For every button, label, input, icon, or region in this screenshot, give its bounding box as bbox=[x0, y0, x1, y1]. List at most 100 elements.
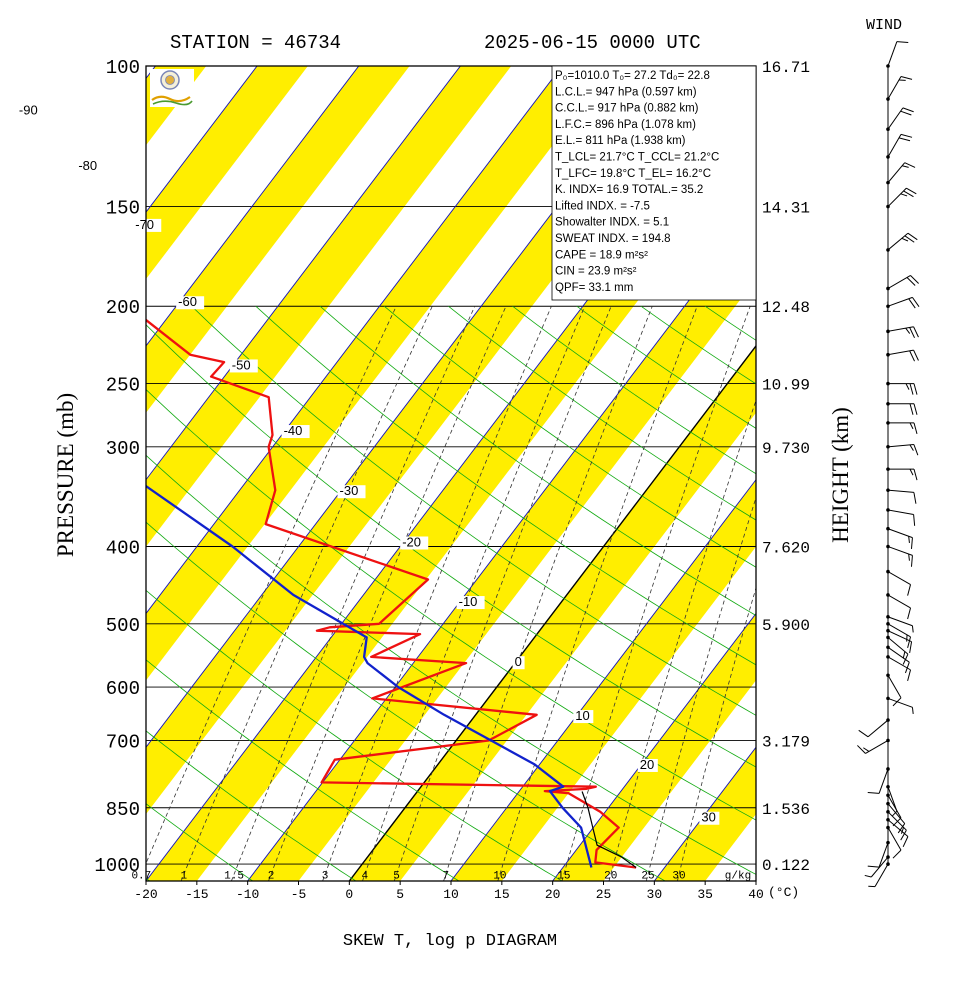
height-tick-label: 1.536 bbox=[762, 801, 810, 819]
wind-barb-feather bbox=[909, 422, 914, 430]
info-line: E.L.= 811 hPa (1.938 km) bbox=[555, 135, 686, 147]
mixing-ratio-label: 1 bbox=[181, 870, 188, 882]
dry-adiabat-line bbox=[898, 306, 960, 881]
wind-level-dot bbox=[886, 127, 890, 131]
wind-barb bbox=[887, 656, 911, 671]
wind-barb-feather bbox=[909, 468, 914, 476]
wind-barb-feather bbox=[913, 326, 919, 338]
mixing-ratio-line bbox=[677, 586, 756, 881]
wind-barb bbox=[887, 349, 914, 356]
wind-level-dot bbox=[886, 488, 890, 492]
wind-level-dot bbox=[886, 696, 890, 701]
mixing-ratio-line bbox=[608, 399, 756, 881]
wind-barb bbox=[887, 811, 907, 831]
mixing-ratio-label: 7 bbox=[442, 870, 449, 882]
dry-adiabat-line bbox=[146, 730, 357, 881]
isotherm-label-bg bbox=[400, 536, 429, 550]
mixing-ratio-unit: g/kg bbox=[725, 870, 751, 882]
wind-level-dot bbox=[886, 381, 890, 386]
wind-barb-feather bbox=[907, 669, 912, 682]
yellow-band bbox=[146, 66, 613, 681]
wind-barb bbox=[887, 232, 909, 251]
wind-barb bbox=[887, 296, 913, 307]
wind-level-dot bbox=[886, 817, 890, 822]
height-tick-label: 5.900 bbox=[762, 617, 810, 635]
mixing-ratio-label: 25 bbox=[641, 870, 654, 882]
wind-barb-feather bbox=[900, 133, 913, 138]
dry-adiabat-layer bbox=[146, 305, 960, 881]
wind-barb-feather bbox=[906, 187, 917, 195]
mixing-ratio-label: 5 bbox=[393, 870, 400, 882]
wind-barb-feather bbox=[907, 232, 918, 241]
wind-level-dot bbox=[886, 64, 890, 68]
height-tick-labels: 16.71 14.31 12.48 10.99 9.730 7.620 5.900 3.179… bbox=[762, 59, 810, 875]
wind-barb-feather bbox=[910, 275, 919, 284]
wind-barb-feather bbox=[913, 349, 919, 361]
temperature-unit: (°C) bbox=[768, 885, 799, 900]
wind-level-dot bbox=[886, 569, 890, 574]
wind-barb-feather bbox=[909, 641, 913, 654]
wind-level-dot bbox=[886, 862, 890, 866]
wind-barb-feather bbox=[867, 865, 880, 868]
isotherm-label: -60 bbox=[178, 294, 197, 309]
dry-adiabat-line bbox=[448, 305, 756, 521]
isotherm-label: -50 bbox=[232, 357, 251, 372]
isotherm-line bbox=[653, 746, 756, 881]
dry-adiabat-line bbox=[319, 305, 756, 616]
sounding-series-layer bbox=[146, 318, 637, 869]
wind-barb bbox=[865, 740, 889, 754]
pressure-tick-label: 250 bbox=[106, 375, 140, 397]
height-tick-label: 10.99 bbox=[762, 377, 810, 395]
dry-adiabat-line bbox=[383, 305, 756, 568]
temperature-tick-label: 5 bbox=[396, 887, 404, 902]
wind-level-dot bbox=[886, 204, 890, 209]
info-line: T_LCL= 21.7°C T_CCL= 21.2°C bbox=[555, 152, 719, 164]
isotherm-line bbox=[146, 66, 360, 347]
isotherm-label: -40 bbox=[284, 423, 303, 438]
wind-barb-feather bbox=[907, 584, 912, 596]
height-tick-label: 12.48 bbox=[762, 299, 810, 317]
temperature-tick-label: 10 bbox=[443, 887, 459, 902]
wind-level-dot bbox=[886, 655, 890, 659]
wind-level-dot bbox=[886, 467, 890, 471]
temperature-tick-label: -20 bbox=[134, 887, 157, 902]
wind-barb bbox=[887, 489, 914, 493]
mixing-ratio-label: 30 bbox=[672, 870, 685, 882]
wind-barb bbox=[874, 863, 889, 887]
mixing-ratio-label: 1.5 bbox=[224, 870, 244, 882]
wind-barb-feather bbox=[898, 137, 911, 142]
wind-level-dot bbox=[886, 593, 890, 597]
wind-level-dot bbox=[886, 622, 890, 626]
wind-barb-feather bbox=[902, 165, 909, 168]
info-line: Lifted INDX. = -7.5 bbox=[555, 200, 650, 212]
info-line: Showalter INDX. = 5.1 bbox=[555, 217, 669, 229]
isotherm-label-bg bbox=[16, 104, 45, 118]
wind-barb-feather bbox=[913, 422, 918, 435]
isotherm-label-bg bbox=[133, 218, 162, 232]
wind-barb bbox=[878, 842, 889, 868]
wind-barb-feather bbox=[900, 76, 913, 80]
wind-level-dot bbox=[886, 825, 890, 830]
height-tick-label: 3.179 bbox=[762, 733, 810, 751]
isotherm-label-bg bbox=[76, 160, 105, 174]
wind-barb-feather bbox=[913, 403, 918, 415]
wind-barb-feather bbox=[897, 823, 906, 834]
wind-barb-feather bbox=[908, 553, 910, 561]
info-line: CAPE = 18.9 m²s² bbox=[555, 249, 648, 261]
wind-level-dot bbox=[886, 793, 890, 798]
wind-barb bbox=[878, 768, 889, 794]
height-tick-label: 9.730 bbox=[762, 440, 810, 458]
pressure-axis-title: PRESSURE (mb) bbox=[53, 393, 78, 557]
isotherm-label-bg bbox=[637, 758, 658, 772]
wind-barb bbox=[887, 528, 913, 539]
wind-barb-feather bbox=[896, 41, 909, 44]
wind-level-dot bbox=[886, 180, 890, 185]
wind-barb-feather bbox=[892, 849, 902, 859]
wind-barb-feather bbox=[901, 237, 909, 242]
isotherm-label-bg bbox=[512, 656, 525, 670]
isotherm-label-bg bbox=[456, 596, 485, 610]
isotherm-label-bg bbox=[337, 485, 366, 499]
wind-barb bbox=[870, 856, 889, 878]
info-box: P₀=1010.0 T₀= 27.2 Td₀= 22.8 L.C.L.= 947 … bbox=[551, 65, 757, 301]
